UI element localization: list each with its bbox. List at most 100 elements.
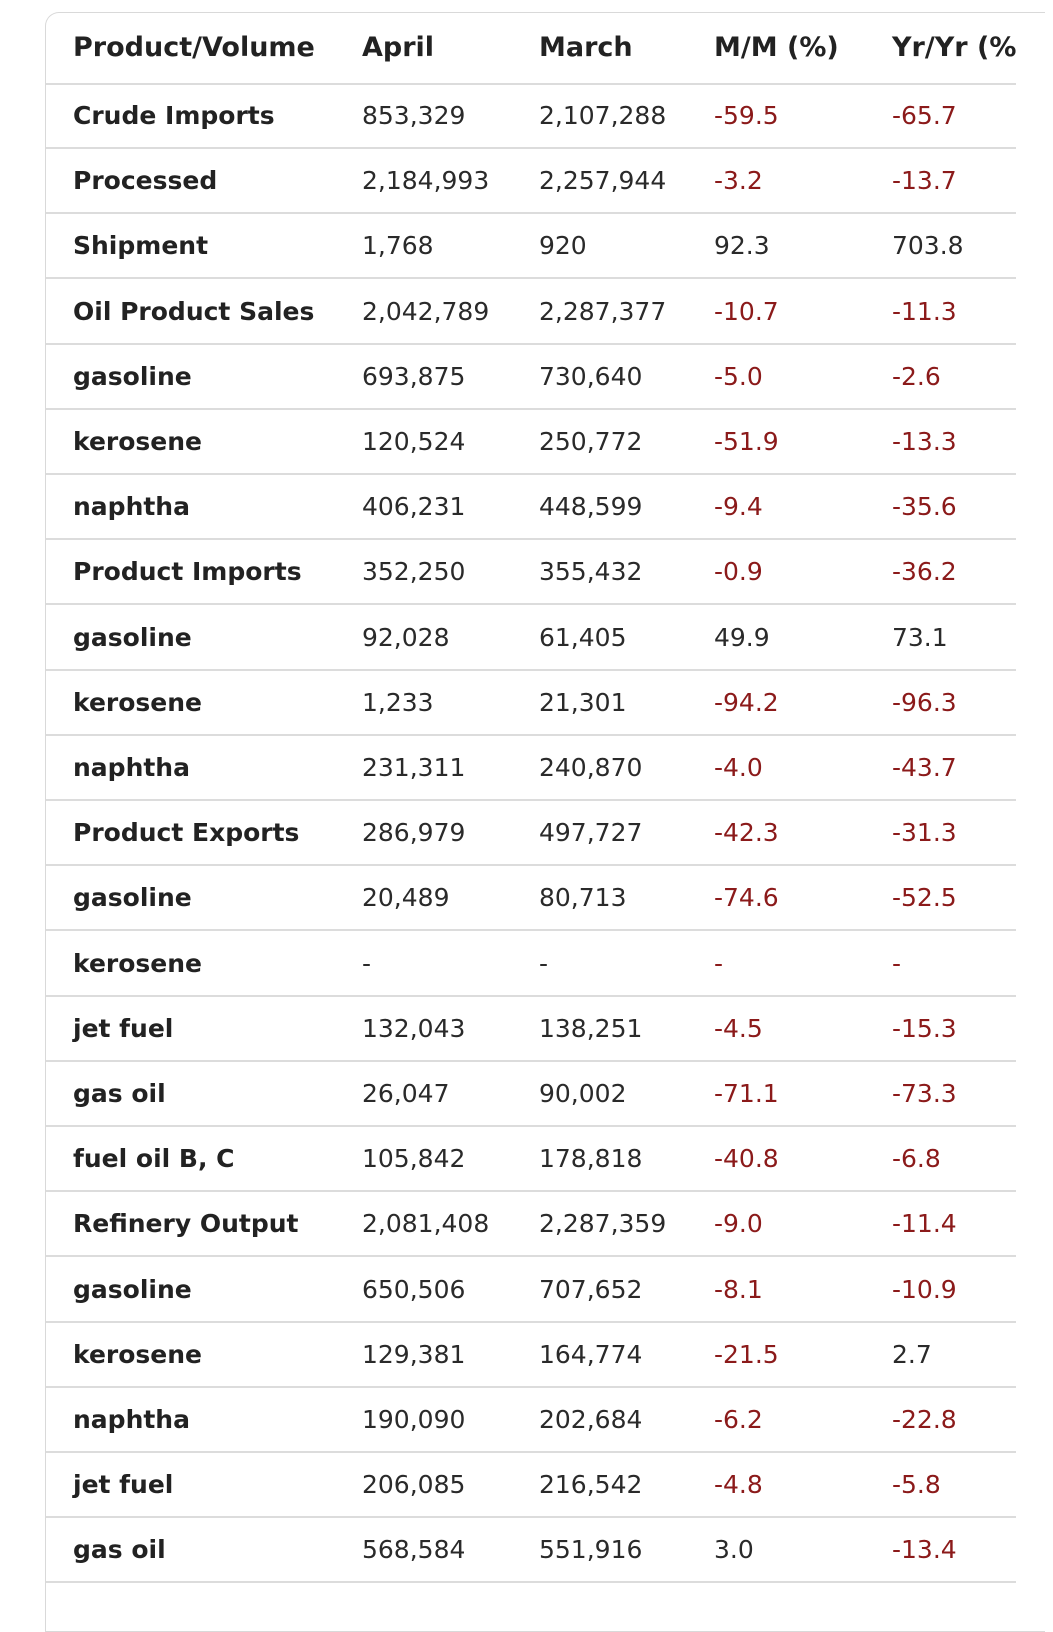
cell-april: 2,042,789 bbox=[362, 296, 490, 326]
cell-march: 355,432 bbox=[539, 557, 643, 587]
cell-april: 190,090 bbox=[362, 1405, 466, 1434]
cell-yryr: -31.3 bbox=[892, 818, 957, 848]
cell-product: jet fuel bbox=[73, 1470, 174, 1500]
cell-mm: -3.2 bbox=[714, 166, 763, 196]
cell-april: 206,085 bbox=[362, 1470, 466, 1500]
cell-april: 129,381 bbox=[362, 1339, 466, 1369]
cell-yryr: -22.8 bbox=[892, 1405, 957, 1434]
cell-yryr: -13.3 bbox=[892, 427, 957, 456]
cell-mm: -71.1 bbox=[714, 1079, 779, 1108]
cell-march: 448,599 bbox=[539, 492, 643, 522]
cell-mm: -10.7 bbox=[714, 296, 779, 326]
cell-april: 2,184,993 bbox=[362, 166, 490, 196]
cell-product: Processed bbox=[73, 166, 218, 196]
cell-april: 1,233 bbox=[362, 687, 434, 717]
cell-product: Oil Product Sales bbox=[73, 296, 315, 326]
cell-march: - bbox=[539, 948, 549, 978]
table-row: jet fuel 132,043 138,251 -4.5 -15.3 bbox=[46, 997, 1016, 1062]
cell-march: 178,818 bbox=[539, 1144, 643, 1174]
cell-april: 650,506 bbox=[362, 1274, 466, 1304]
table-row: gasoline 650,506 707,652 -8.1 -10.9 bbox=[46, 1258, 1016, 1323]
cell-april: - bbox=[362, 948, 372, 978]
header-april: April bbox=[362, 32, 435, 63]
cell-april: 120,524 bbox=[362, 427, 466, 456]
cell-mm: -4.8 bbox=[714, 1470, 763, 1500]
cell-product: gasoline bbox=[73, 361, 192, 391]
cell-april: 693,875 bbox=[362, 361, 466, 391]
cell-mm: -59.5 bbox=[714, 101, 779, 130]
cell-april: 92,028 bbox=[362, 622, 450, 652]
cell-mm: -8.1 bbox=[714, 1274, 763, 1304]
cell-march: 2,287,377 bbox=[539, 296, 667, 326]
table-row: kerosene 120,524 250,772 -51.9 -13.3 bbox=[46, 410, 1016, 475]
cell-product: naphtha bbox=[73, 1405, 190, 1434]
cell-yryr: -65.7 bbox=[892, 101, 957, 130]
table-row: Crude Imports 853,329 2,107,288 -59.5 -65.7 bbox=[46, 84, 1016, 149]
cell-april: 105,842 bbox=[362, 1144, 466, 1174]
cell-march: 80,713 bbox=[539, 883, 627, 913]
cell-march: 138,251 bbox=[539, 1013, 643, 1043]
table-row: gas oil 568,584 551,916 3.0 -13.4 bbox=[46, 1518, 1016, 1584]
table-header: Product/Volume April March M/M (%) Yr/Yr… bbox=[46, 13, 1016, 85]
cell-mm: 92.3 bbox=[714, 231, 770, 261]
cell-product: gas oil bbox=[73, 1079, 166, 1108]
cell-product: Product Exports bbox=[73, 818, 300, 848]
cell-yryr: -43.7 bbox=[892, 753, 957, 782]
cell-march: 164,774 bbox=[539, 1339, 643, 1369]
cell-mm: 49.9 bbox=[714, 622, 770, 652]
table-row: naphtha 231,311 240,870 -4.0 -43.7 bbox=[46, 736, 1016, 801]
table-row: naphtha 406,231 448,599 -9.4 -35.6 bbox=[46, 475, 1016, 541]
cell-yryr: -73.3 bbox=[892, 1079, 957, 1108]
cell-march: 920 bbox=[539, 231, 587, 261]
cell-april: 20,489 bbox=[362, 883, 450, 913]
cell-april: 1,768 bbox=[362, 231, 434, 261]
cell-product: kerosene bbox=[73, 427, 203, 456]
cell-march: 21,301 bbox=[539, 687, 627, 717]
cell-product: Refinery Output bbox=[73, 1209, 299, 1239]
cell-april: 286,979 bbox=[362, 818, 466, 848]
cell-march: 250,772 bbox=[539, 427, 643, 456]
header-mm: M/M (%) bbox=[714, 32, 839, 63]
cell-yryr: -13.4 bbox=[892, 1535, 957, 1565]
cell-april: 406,231 bbox=[362, 492, 466, 522]
cell-product: Product Imports bbox=[73, 557, 302, 587]
cell-mm: -21.5 bbox=[714, 1339, 779, 1369]
cell-march: 551,916 bbox=[539, 1535, 643, 1565]
cell-april: 352,250 bbox=[362, 557, 466, 587]
table-row: Shipment 1,768 920 92.3 703.8 bbox=[46, 214, 1016, 280]
cell-mm: -9.0 bbox=[714, 1209, 763, 1239]
cell-yryr: -52.5 bbox=[892, 883, 957, 913]
cell-yryr: -10.9 bbox=[892, 1274, 957, 1304]
cell-product: fuel oil B, C bbox=[73, 1144, 235, 1174]
table-row: gasoline 20,489 80,713 -74.6 -52.5 bbox=[46, 866, 1016, 932]
cell-march: 240,870 bbox=[539, 753, 643, 782]
cell-mm: -74.6 bbox=[714, 883, 779, 913]
data-table: Product/Volume April March M/M (%) Yr/Yr… bbox=[45, 12, 1045, 1632]
cell-mm: -0.9 bbox=[714, 557, 763, 587]
table-row: fuel oil B, C 105,842 178,818 -40.8 -6.8 bbox=[46, 1127, 1016, 1193]
cell-mm: -6.2 bbox=[714, 1405, 763, 1434]
table-row: kerosene 1,233 21,301 -94.2 -96.3 bbox=[46, 671, 1016, 736]
cell-yryr: 73.1 bbox=[892, 622, 948, 652]
cell-product: kerosene bbox=[73, 1339, 203, 1369]
table-row: gasoline 92,028 61,405 49.9 73.1 bbox=[46, 606, 1016, 671]
cell-april: 568,584 bbox=[362, 1535, 466, 1565]
cell-yryr: - bbox=[892, 948, 902, 978]
cell-product: naphtha bbox=[73, 753, 190, 782]
cell-march: 2,257,944 bbox=[539, 166, 667, 196]
cell-product: kerosene bbox=[73, 687, 203, 717]
table-row: gas oil 26,047 90,002 -71.1 -73.3 bbox=[46, 1062, 1016, 1127]
cell-march: 730,640 bbox=[539, 361, 643, 391]
cell-yryr: 2.7 bbox=[892, 1339, 932, 1369]
cell-product: gas oil bbox=[73, 1535, 166, 1565]
cell-product: gasoline bbox=[73, 1274, 192, 1304]
cell-yryr: -11.4 bbox=[892, 1209, 957, 1239]
table-row: kerosene 129,381 164,774 -21.5 2.7 bbox=[46, 1323, 1016, 1388]
cell-product: naphtha bbox=[73, 492, 190, 522]
table-row: gasoline 693,875 730,640 -5.0 -2.6 bbox=[46, 345, 1016, 410]
cell-march: 90,002 bbox=[539, 1079, 627, 1108]
cell-march: 2,107,288 bbox=[539, 101, 667, 130]
cell-product: kerosene bbox=[73, 948, 203, 978]
table-row: jet fuel 206,085 216,542 -4.8 -5.8 bbox=[46, 1453, 1016, 1519]
cell-mm: -94.2 bbox=[714, 687, 779, 717]
